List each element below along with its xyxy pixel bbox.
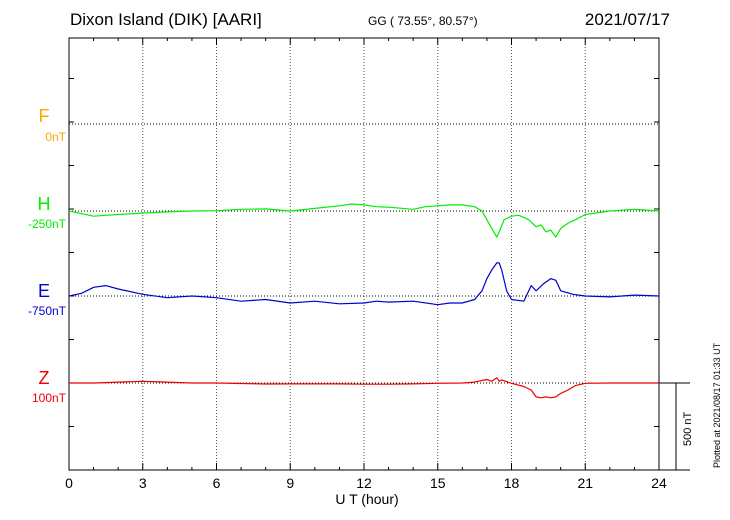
coordinates-label: GG ( 73.55°, 80.57°) [368,14,478,28]
baseline-lines [69,123,659,384]
scale-label: 500 nT [682,411,694,446]
x-tick-label: 12 [356,475,372,491]
component-label-f: F [38,106,50,126]
scale-bar [659,382,690,471]
component-label-h: H [37,194,51,214]
baseline-label-e: -750nT [27,304,66,318]
x-tick-label: 9 [286,475,294,491]
series-line-e [68,262,660,306]
series-line-h [68,203,660,238]
x-tick-label: 18 [504,475,520,491]
grid-lines [142,38,586,470]
date-label: 2021/07/17 [584,10,670,29]
baseline-label-h: -250nT [27,217,66,231]
station-title: Dixon Island (DIK) [AARI] [70,10,262,29]
x-tick-label: 15 [430,475,446,491]
x-tick-label: 3 [139,475,147,491]
x-tick-label: 0 [65,475,73,491]
baseline-label-f: 0nT [45,130,66,144]
component-label-z: Z [38,368,50,388]
plotted-timestamp: Plotted at 2021/08/17 01:33 UT [712,342,722,468]
x-axis-label-text: U T (hour) [335,491,399,507]
x-axis-label: U T (hour) [0,491,730,507]
series-lines [68,203,660,399]
x-tick-label: 24 [651,475,667,491]
component-label-e: E [37,281,50,301]
x-tick-label: 6 [213,475,221,491]
series-line-z [69,377,659,399]
baseline-label-z: 100nT [31,391,66,405]
x-tick-label: 21 [577,475,593,491]
axis-ticks: 0 3 6 9 12 15 18 21 24 [65,38,667,491]
